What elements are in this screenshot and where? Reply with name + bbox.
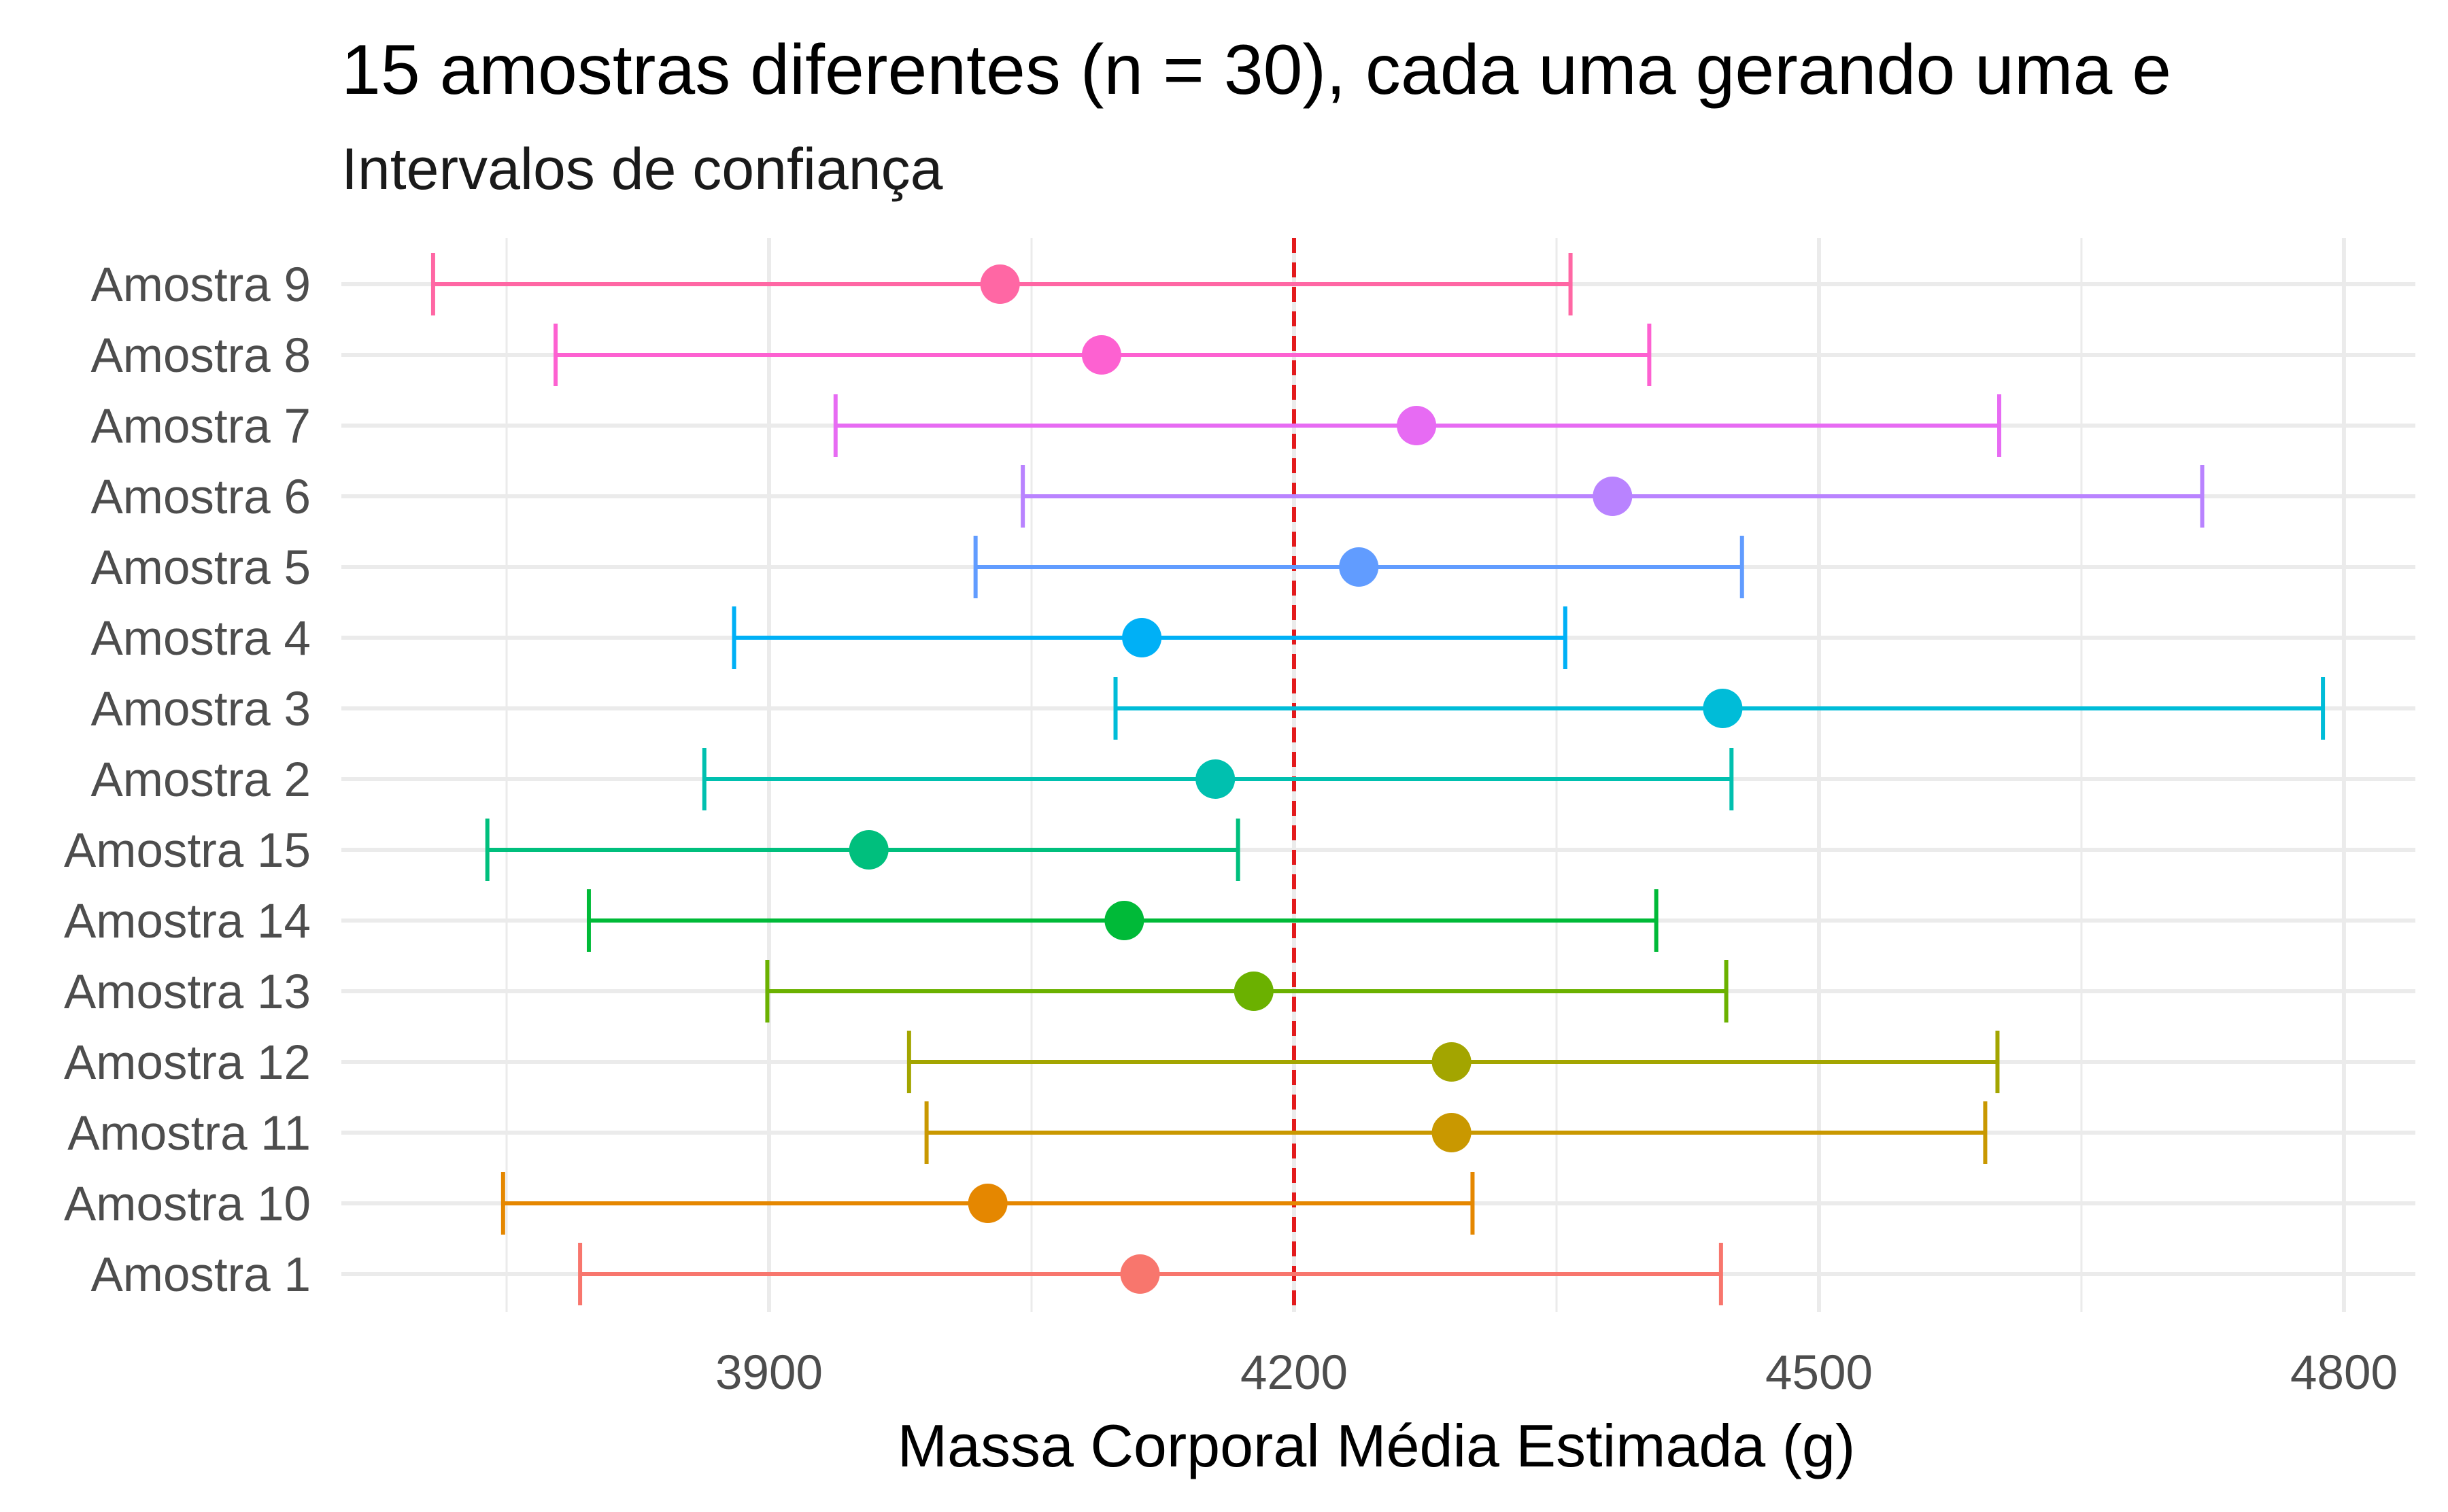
y-tick-label: Amostra 6: [90, 470, 311, 524]
y-tick-label: Amostra 10: [64, 1178, 311, 1231]
point-estimate: [1397, 406, 1437, 445]
x-axis-title: Massa Corporal Média Estimada (g): [898, 1412, 1856, 1479]
point-estimate: [1234, 972, 1274, 1011]
x-tick-label: 4800: [2290, 1346, 2398, 1400]
y-tick-label: Amostra 7: [90, 400, 311, 453]
point-estimate: [1195, 759, 1236, 799]
y-tick-label: Amostra 11: [67, 1107, 311, 1161]
y-tick-label: Amostra 3: [90, 683, 311, 736]
y-tick-label: Amostra 8: [90, 329, 311, 383]
point-estimate: [1339, 547, 1379, 587]
chart-subtitle: Intervalos de confiança: [341, 137, 943, 202]
point-estimate: [1120, 1254, 1160, 1294]
point-estimate: [980, 264, 1020, 304]
point-estimate: [1431, 1042, 1472, 1082]
point-estimate: [1104, 901, 1144, 940]
y-tick-label: Amostra 5: [90, 541, 311, 595]
x-tick-label: 3900: [715, 1346, 823, 1400]
point-estimate: [1431, 1113, 1472, 1152]
point-estimate: [1703, 689, 1743, 728]
y-tick-label: Amostra 1: [90, 1248, 311, 1302]
y-tick-label: Amostra 15: [64, 824, 311, 878]
point-estimate: [849, 830, 889, 870]
y-tick-label: Amostra 12: [64, 1036, 311, 1090]
y-tick-label: Amostra 2: [90, 753, 311, 807]
x-axis-labels: 3900 4200 4500 4800: [715, 1346, 2398, 1400]
point-estimate: [1593, 477, 1633, 516]
point-estimate: [968, 1184, 1008, 1223]
y-tick-label: Amostra 4: [90, 612, 311, 666]
y-tick-label: Amostra 9: [90, 258, 311, 312]
grid-major: [341, 238, 2415, 1312]
chart-title: 15 amostras diferentes (n = 30), cada um…: [341, 31, 2171, 109]
x-tick-label: 4500: [1765, 1346, 1873, 1400]
y-axis-labels: Amostra 1 Amostra 10 Amostra 11 Amostra 12 A…: [64, 258, 311, 1302]
y-tick-label: Amostra 14: [64, 895, 311, 948]
x-tick-label: 4200: [1240, 1346, 1348, 1400]
points-layer: [849, 264, 1743, 1294]
y-tick-label: Amostra 13: [64, 965, 311, 1019]
point-estimate: [1081, 335, 1121, 375]
point-estimate: [1122, 618, 1162, 657]
